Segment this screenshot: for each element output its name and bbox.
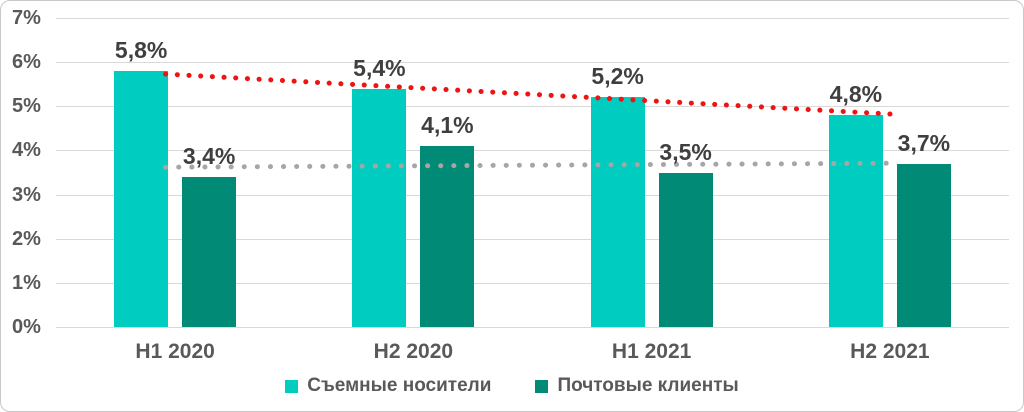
- y-axis-tick-label: 0%: [12, 316, 41, 338]
- trendline-почтовые-клиенты: [163, 160, 897, 170]
- gridline: [56, 238, 1009, 240]
- y-axis-tick-label: 5%: [12, 95, 41, 118]
- bar-h1-2021-s1: [658, 172, 713, 327]
- x-axis-category-label-h2-2021: H2 2021: [850, 340, 930, 363]
- bar-value-label: 4,1%: [421, 112, 474, 138]
- legend-label-removable-media: Съемные носители: [307, 375, 492, 396]
- gridline: [56, 106, 1009, 108]
- gridline: [56, 282, 1009, 284]
- bar-value-label: 3,4%: [182, 142, 236, 169]
- x-axis-category-label-h1-2020: H1 2020: [135, 340, 215, 363]
- bar-h2-2021-s0: [828, 115, 883, 327]
- gridline: [56, 150, 1009, 152]
- bar-value-label: 3,5%: [659, 138, 712, 165]
- gridline: [56, 327, 1009, 328]
- legend-label-mail-clients: Почтовые клиенты: [557, 375, 739, 396]
- y-axis-tick-label: 4%: [12, 139, 41, 162]
- bar-value-label: 3,7%: [897, 129, 951, 156]
- bar-value-label: 4,8%: [829, 81, 883, 108]
- bar-h1-2020-s1: [182, 176, 237, 327]
- trendline-съемные-носители: [163, 71, 897, 117]
- bar-h2-2021-s1: [896, 163, 951, 327]
- bar-h2-2020-s0: [352, 88, 407, 327]
- bar-value-label: 5,4%: [353, 54, 406, 81]
- x-axis-category-label-h1-2021: H1 2021: [611, 340, 692, 363]
- bar-value-label: 5,2%: [591, 63, 644, 90]
- gridline: [56, 194, 1009, 196]
- bar-h1-2020-s0: [114, 70, 169, 327]
- legend-swatch-removable-media: [285, 379, 299, 393]
- x-axis-category-label-h2-2020: H2 2020: [373, 340, 454, 363]
- gridline: [56, 18, 1009, 19]
- legend-item-removable-media: Съемные носители: [285, 375, 491, 397]
- y-axis-tick-label: 2%: [12, 227, 41, 250]
- gridline: [56, 62, 1009, 64]
- y-axis-tick-label: 1%: [12, 271, 41, 294]
- legend-swatch-mail-clients: [535, 379, 549, 393]
- bar-h1-2021-s0: [590, 97, 645, 327]
- bar-h2-2020-s1: [420, 146, 475, 327]
- y-axis-tick-label: 3%: [12, 183, 41, 206]
- y-axis-tick-label: 6%: [12, 51, 41, 74]
- y-axis-tick-label: 7%: [12, 7, 41, 29]
- legend-item-mail-clients: Почтовые клиенты: [535, 375, 739, 397]
- trendlines-layer: [163, 71, 897, 170]
- bar-value-label: 5,8%: [114, 36, 168, 63]
- legend: Съемные носители Почтовые клиенты: [1, 375, 1023, 397]
